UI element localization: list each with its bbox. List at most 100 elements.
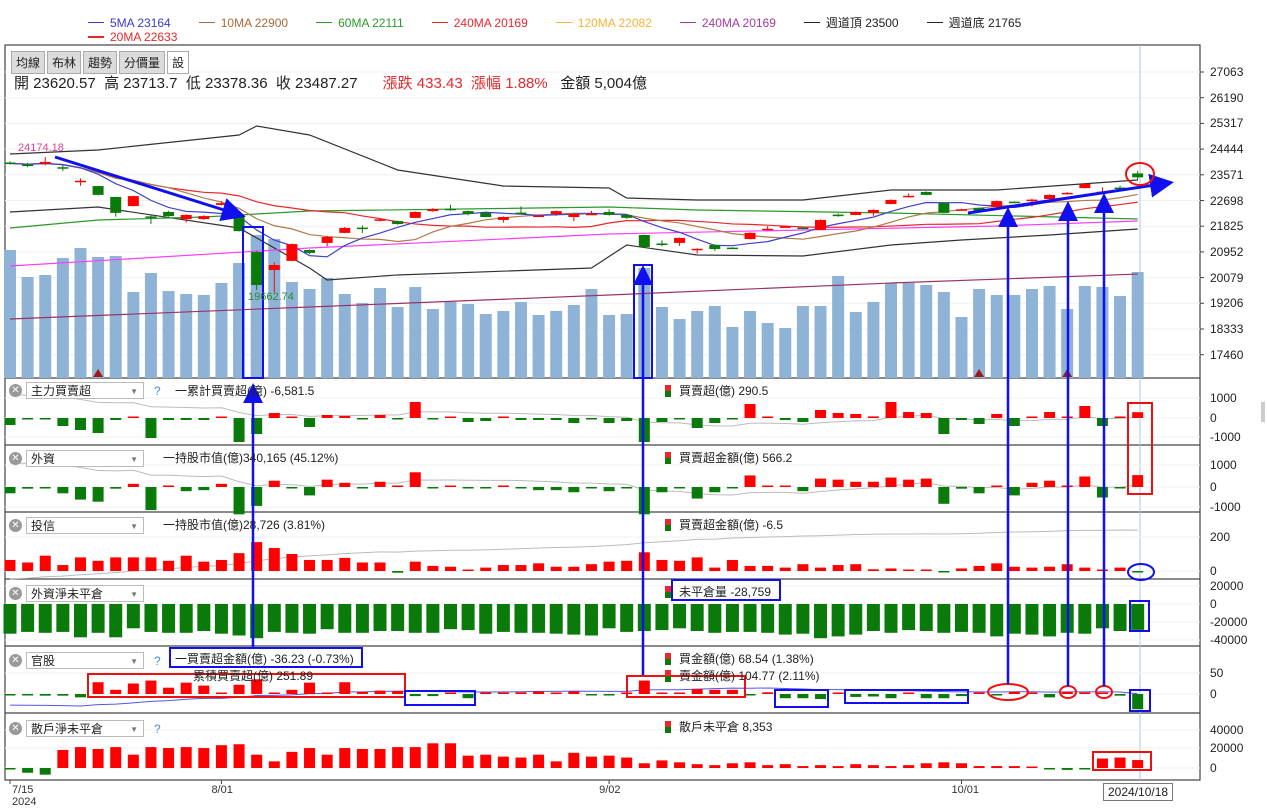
sub-bar [991,414,1003,418]
sub-bar [21,604,35,632]
sub-bar [180,487,192,492]
sub-bar [462,418,474,422]
sub-bar [4,559,16,571]
candle-body [339,227,351,233]
sub-bar [374,415,386,418]
chevron-down-icon: ▼ [130,657,138,666]
volume-bar [462,304,475,378]
change-value: 漲跌 433.43 [382,75,463,92]
sub-bar [215,745,227,768]
volume-profile-button[interactable]: 分價量 [119,51,166,74]
close-panel-icon[interactable]: ✕ [9,384,22,397]
sub-bar [110,487,122,489]
volume-bar [4,250,16,378]
sub-bar [445,416,456,418]
sub-bar [197,604,211,631]
sub-bar [726,559,738,571]
candle-body [674,237,686,243]
sub-bar [1007,604,1021,634]
sub-bar [568,566,580,571]
legend-item: 240MA 20169 [679,16,776,30]
sub-bar [74,694,86,698]
volume-bar [532,315,545,378]
sub-bar [338,604,352,633]
candle-body [321,237,333,243]
sub-bar [1095,604,1109,629]
legend-item: 120MA 22082 [555,16,652,30]
change-pct-value: 漲幅 1.88% [471,75,548,92]
sub-bar [1061,691,1073,694]
price-tick-label: 20952 [1210,244,1244,259]
candle-body [163,211,175,217]
indicator-select[interactable]: 散戶淨未平倉 ▼ [26,720,144,737]
sub-bar [903,692,915,694]
sub-bar [903,765,915,768]
panel-left-text: 一累計買賣超(億) -6,581.5 [175,384,315,398]
sub-bar [74,418,86,430]
sub-bar [391,604,405,631]
sub-bar [850,694,862,697]
sub-bar [603,694,615,696]
sub-bar [39,694,51,696]
updown-icon [665,721,671,733]
settings-button[interactable]: 設 [167,51,190,74]
sub-bar [74,487,86,500]
trend-button[interactable]: 趨勢 [83,51,118,74]
sub-bar [215,416,227,418]
sub-bar [1044,480,1056,487]
close-panel-icon[interactable]: ✕ [9,722,22,735]
ma-button[interactable]: 均線 [11,51,46,74]
close-panel-icon[interactable]: ✕ [9,519,22,532]
indicator-select[interactable]: 外資 ▼ [26,450,144,467]
sub-bar [1114,487,1126,489]
legend-swatch [555,21,572,24]
help-icon[interactable]: ? [154,722,161,736]
sub-bar [39,487,51,489]
sub-bar [233,487,245,515]
candle-body [1079,184,1091,189]
candle-body [938,202,950,213]
sub-bar [832,565,844,571]
sub-axis-label: -1000 [1210,430,1241,444]
sub-bar [991,766,1003,768]
panel-right-text: 買賣超(億) 290.5 [665,382,768,399]
sub-axis-label: -1000 [1210,500,1241,514]
sub-bar [761,604,775,633]
sub-bar [163,748,175,768]
sub-bar [656,559,668,571]
candle-body [427,209,439,212]
indicator-select[interactable]: 投信 ▼ [26,517,144,534]
help-icon[interactable]: ? [154,654,161,668]
panel-right-text: 買賣超金額(億) -6.5 [665,516,783,533]
indicator-select[interactable]: 主力買賣超 ▼ [26,382,144,399]
close-panel-icon[interactable]: ✕ [9,452,22,465]
sub-bar [321,692,333,694]
legend-item: 10MA 22900 [198,16,288,30]
legend-swatch [198,21,215,24]
indicator-select[interactable]: 外資淨未平倉 ▼ [26,585,144,602]
sub-bar [691,418,703,428]
sub-bar [356,418,368,420]
candle-body [709,244,721,250]
candle-body [251,252,263,286]
volume-bar [655,307,668,378]
indicator-select[interactable]: 官股 ▼ [26,652,144,669]
low-value: 低 23378.36 [185,75,268,92]
sub-bar [674,560,686,571]
sub-bar [1026,692,1038,694]
help-icon[interactable]: ? [154,384,161,398]
sub-bar [480,567,492,571]
sub-bar [1113,604,1127,631]
close-panel-icon[interactable]: ✕ [9,654,22,667]
sub-bar [1008,566,1020,571]
sub-bar [515,565,527,571]
sub-bar [655,604,669,631]
close-panel-icon[interactable]: ✕ [9,587,22,600]
sub-bar [884,604,898,633]
bollinger-button[interactable]: 布林 [47,51,82,74]
volume-bar [603,315,616,378]
scrollbar-thumb[interactable] [1261,402,1265,422]
sub-bar [92,418,104,433]
signal-triangle-icon [974,369,985,377]
